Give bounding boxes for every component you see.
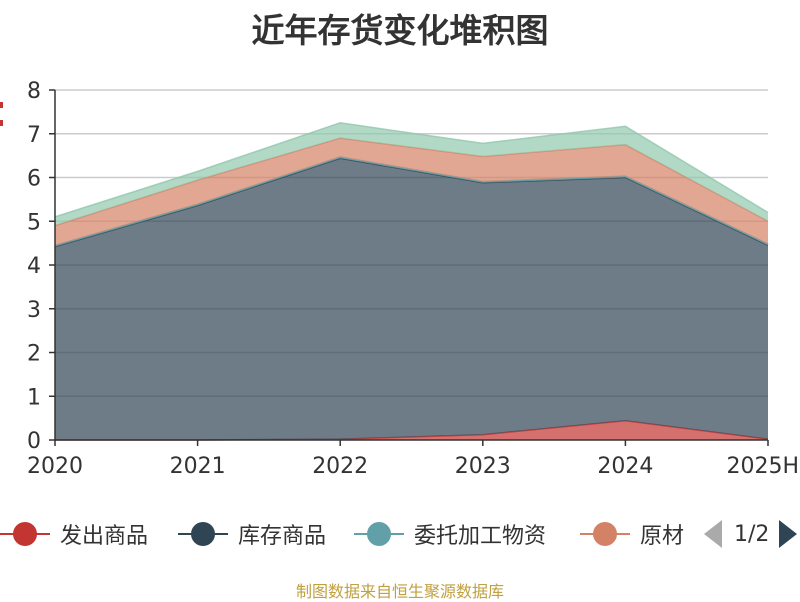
- x-tick-label: 2024: [597, 454, 653, 479]
- legend-next-page-icon[interactable]: [779, 520, 798, 548]
- legend-marker-icon: [178, 522, 228, 546]
- area-series-1[interactable]: [55, 158, 768, 440]
- y-tick-label: 4: [27, 254, 41, 279]
- legend-label: 原材: [640, 524, 685, 549]
- x-tick-label: 2025H: [726, 454, 799, 479]
- y-tick-label: 2: [27, 342, 41, 367]
- legend-pager: 1/2: [690, 512, 800, 556]
- area-series: [54, 122, 769, 441]
- x-tick-label: 2020: [27, 454, 83, 479]
- legend-marker-icon: [580, 522, 630, 546]
- legend-item[interactable]: 原材: [580, 512, 684, 556]
- axes: [49, 89, 769, 446]
- legend-label: 发出商品: [60, 524, 149, 549]
- x-tick-labels: 2020 2021 2022 2023 2024 2025H: [27, 454, 799, 479]
- y-tick-label: 1: [27, 385, 41, 410]
- y-tick-label: 0: [27, 429, 41, 454]
- area-series-3[interactable]: [55, 138, 768, 246]
- x-tick-label: 2023: [455, 454, 511, 479]
- x-tick-label: 2022: [312, 454, 368, 479]
- y-tick-label: 8: [27, 79, 41, 104]
- area-series-line-4: [54, 122, 769, 218]
- legend-item[interactable]: 库存商品: [178, 512, 326, 556]
- area-series-4[interactable]: [55, 122, 768, 226]
- legend-marker-icon: [354, 522, 404, 546]
- y-tick-label: 7: [27, 123, 41, 148]
- legend-marker-icon: [0, 522, 50, 546]
- legend-prev-page-icon[interactable]: [704, 520, 722, 548]
- area-series-0[interactable]: [55, 420, 768, 440]
- y-tick-labels: 0 1 2 3 4 5 6 7 8: [27, 79, 41, 454]
- area-series-line-2: [54, 156, 769, 247]
- y-axis-label-fragment: [0, 96, 4, 136]
- legend-label: 委托加工物资: [414, 524, 547, 549]
- y-tick-label: 3: [27, 298, 41, 323]
- y-tick-label: 5: [27, 210, 41, 235]
- x-tick-label: 2021: [170, 454, 226, 479]
- chart-title: 近年存货变化堆积图: [251, 11, 549, 50]
- legend: 发出商品 库存商品 委托加工物资 原材: [0, 512, 800, 556]
- y-tick-label: 6: [27, 167, 41, 192]
- legend-page-indicator: 1/2: [734, 521, 770, 547]
- legend-label: 库存商品: [238, 524, 327, 549]
- source-note: 制图数据来自恒生聚源数据库: [295, 582, 504, 601]
- legend-item[interactable]: 委托加工物资: [354, 512, 546, 556]
- legend-item[interactable]: 发出商品: [0, 512, 148, 556]
